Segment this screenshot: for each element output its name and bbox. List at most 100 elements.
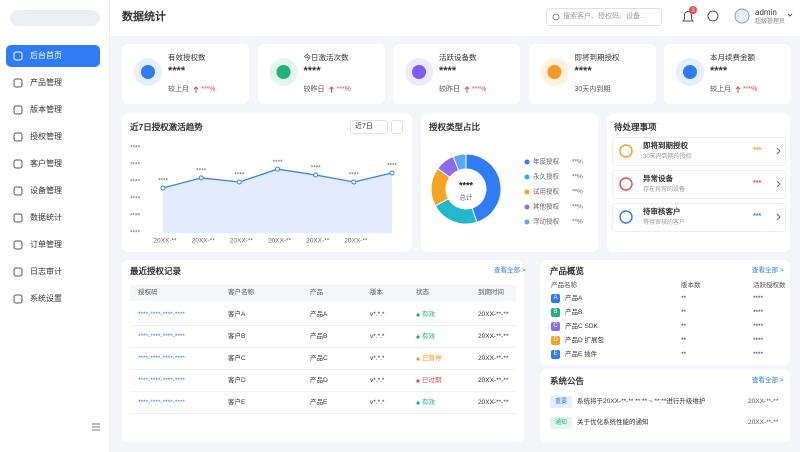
trend-card xyxy=(122,114,412,252)
pending-item[interactable] xyxy=(612,170,786,199)
pending-desc: 30天内到期的授权 xyxy=(643,154,692,160)
card-title: 产品概览 xyxy=(550,266,585,276)
menu-label[interactable]: 数据统计 xyxy=(30,213,62,222)
pending-title[interactable]: 待审核客户 xyxy=(643,207,681,216)
table-cell[interactable]: ****-****-****-**** xyxy=(138,311,185,318)
pending-count: *** xyxy=(753,147,762,154)
product-active: **** xyxy=(753,351,764,358)
pending-title[interactable]: 即将到期授权 xyxy=(643,141,688,150)
pending-item[interactable] xyxy=(612,137,786,166)
product-icon xyxy=(551,294,560,303)
product-initial: D xyxy=(553,337,558,343)
table-cell: v*.*.* xyxy=(370,377,385,384)
table-header-cell: 版本数 xyxy=(681,282,701,289)
stat-note: 较昨日 xyxy=(303,86,325,93)
menu-label[interactable]: 日志审计 xyxy=(30,267,62,276)
table-cell[interactable]: ****-****-****-**** xyxy=(138,399,185,406)
table-cell: 20XX-**-** xyxy=(478,377,509,384)
table-header-cell: 产品 xyxy=(310,289,323,296)
menu-label[interactable]: 订单管理 xyxy=(30,240,62,249)
table-row[interactable] xyxy=(130,348,516,370)
table-cell: 客户A xyxy=(228,311,246,318)
menu-label[interactable]: 后台首页 xyxy=(30,51,62,60)
stat-note: 较昨日 xyxy=(439,86,460,93)
product-versions: ** xyxy=(681,337,687,344)
notice-text[interactable]: 关于优化系统性能的通知 xyxy=(577,419,649,426)
table-cell[interactable]: ****-****-****-**** xyxy=(138,355,185,362)
pending-desc: 等待审核的客户 xyxy=(643,220,686,226)
stat-note: 较上月 xyxy=(710,86,731,93)
table-cell: 客户E xyxy=(228,399,246,406)
user-role: 超级管理员 xyxy=(755,19,786,25)
pending-item[interactable] xyxy=(612,203,786,232)
view-all-link[interactable]: 查看全部 > xyxy=(752,377,784,384)
pending-count: *** xyxy=(753,213,762,220)
view-all-link[interactable]: 查看全部 > xyxy=(494,267,526,274)
chart-title: 授权类型占比 xyxy=(429,122,481,132)
product-icon xyxy=(551,350,560,359)
stat-change: ***% xyxy=(201,86,216,93)
table-cell: v*.*.* xyxy=(370,311,385,318)
table-header-cell: 到期时间 xyxy=(478,289,504,296)
product-name: 产品B xyxy=(565,309,583,316)
product-active: **** xyxy=(753,323,764,330)
chart-title: 近7日授权激活趋势 xyxy=(130,122,203,132)
menu-label[interactable]: 设备管理 xyxy=(30,186,62,195)
stat-value: **** xyxy=(710,65,728,77)
table-header-cell: 产品名称 xyxy=(551,282,577,289)
table-row[interactable] xyxy=(130,392,516,414)
card-title: 最近授权记录 xyxy=(130,266,182,276)
notice-date: 20XX-**-** xyxy=(748,398,779,405)
table-cell[interactable]: ****-****-****-**** xyxy=(138,333,185,340)
product-icon xyxy=(551,308,560,317)
product-name: 产品E 插件 xyxy=(565,351,598,358)
export-button[interactable] xyxy=(391,120,403,134)
view-all-link[interactable]: 查看全部 > xyxy=(752,267,784,274)
menu-label[interactable]: 版本管理 xyxy=(30,105,62,114)
table-cell: 产品B xyxy=(310,333,328,340)
menu-label[interactable]: 产品管理 xyxy=(30,78,62,87)
logo xyxy=(10,10,100,26)
period-label[interactable]: 近7日 xyxy=(355,123,373,130)
menu-label[interactable]: 客户管理 xyxy=(30,159,62,168)
product-initial: B xyxy=(553,309,558,315)
menu-label[interactable]: 系统设置 xyxy=(30,294,62,303)
period-select[interactable] xyxy=(350,120,388,134)
table-cell: 20XX-**-** xyxy=(478,355,509,362)
pending-title[interactable]: 异常设备 xyxy=(643,174,673,183)
notice-text[interactable]: 系统将于20XX-**-** **:** ~ **:**进行升级维护 xyxy=(577,398,706,405)
notice-tag-text: 通知 xyxy=(554,420,567,426)
header xyxy=(110,0,800,36)
pie-card xyxy=(421,114,598,252)
product-name: 产品A xyxy=(565,295,583,302)
stat-label: 今日激活次数 xyxy=(303,53,349,62)
page-title: 数据统计 xyxy=(122,11,166,23)
product-icon xyxy=(551,322,560,331)
table-cell[interactable]: ****-****-****-**** xyxy=(138,377,185,384)
stat-value: **** xyxy=(168,65,186,77)
product-active: **** xyxy=(753,337,764,344)
table-cell: 20XX-**-** xyxy=(478,311,509,318)
table-header-cell: 授权码 xyxy=(138,289,158,296)
table-cell: 产品E xyxy=(310,399,328,406)
notice-tag-text: 重要 xyxy=(554,399,567,405)
stat-note: 较上月 xyxy=(168,86,189,93)
product-icon xyxy=(551,336,560,345)
table-row[interactable] xyxy=(130,370,516,392)
search-box[interactable] xyxy=(546,8,662,26)
table-cell: v*.*.* xyxy=(370,333,385,340)
table-row[interactable] xyxy=(130,326,516,348)
table-cell: 客户D xyxy=(228,377,246,384)
table-cell: v*.*.* xyxy=(370,355,385,362)
search-placeholder[interactable]: 搜索客户、授权码、设备... xyxy=(563,13,646,20)
table-cell: 20XX-**-** xyxy=(478,333,509,340)
card-title: 待处理事项 xyxy=(614,122,657,132)
menu-label[interactable]: 授权管理 xyxy=(30,132,62,141)
stat-value: **** xyxy=(303,65,321,77)
product-initial: C xyxy=(553,323,558,329)
user-name[interactable]: admin xyxy=(755,8,777,17)
stat-change: ***% xyxy=(336,86,351,93)
table-row[interactable] xyxy=(130,304,516,326)
table-cell: 产品A xyxy=(310,311,328,318)
menu-item[interactable] xyxy=(6,45,100,67)
